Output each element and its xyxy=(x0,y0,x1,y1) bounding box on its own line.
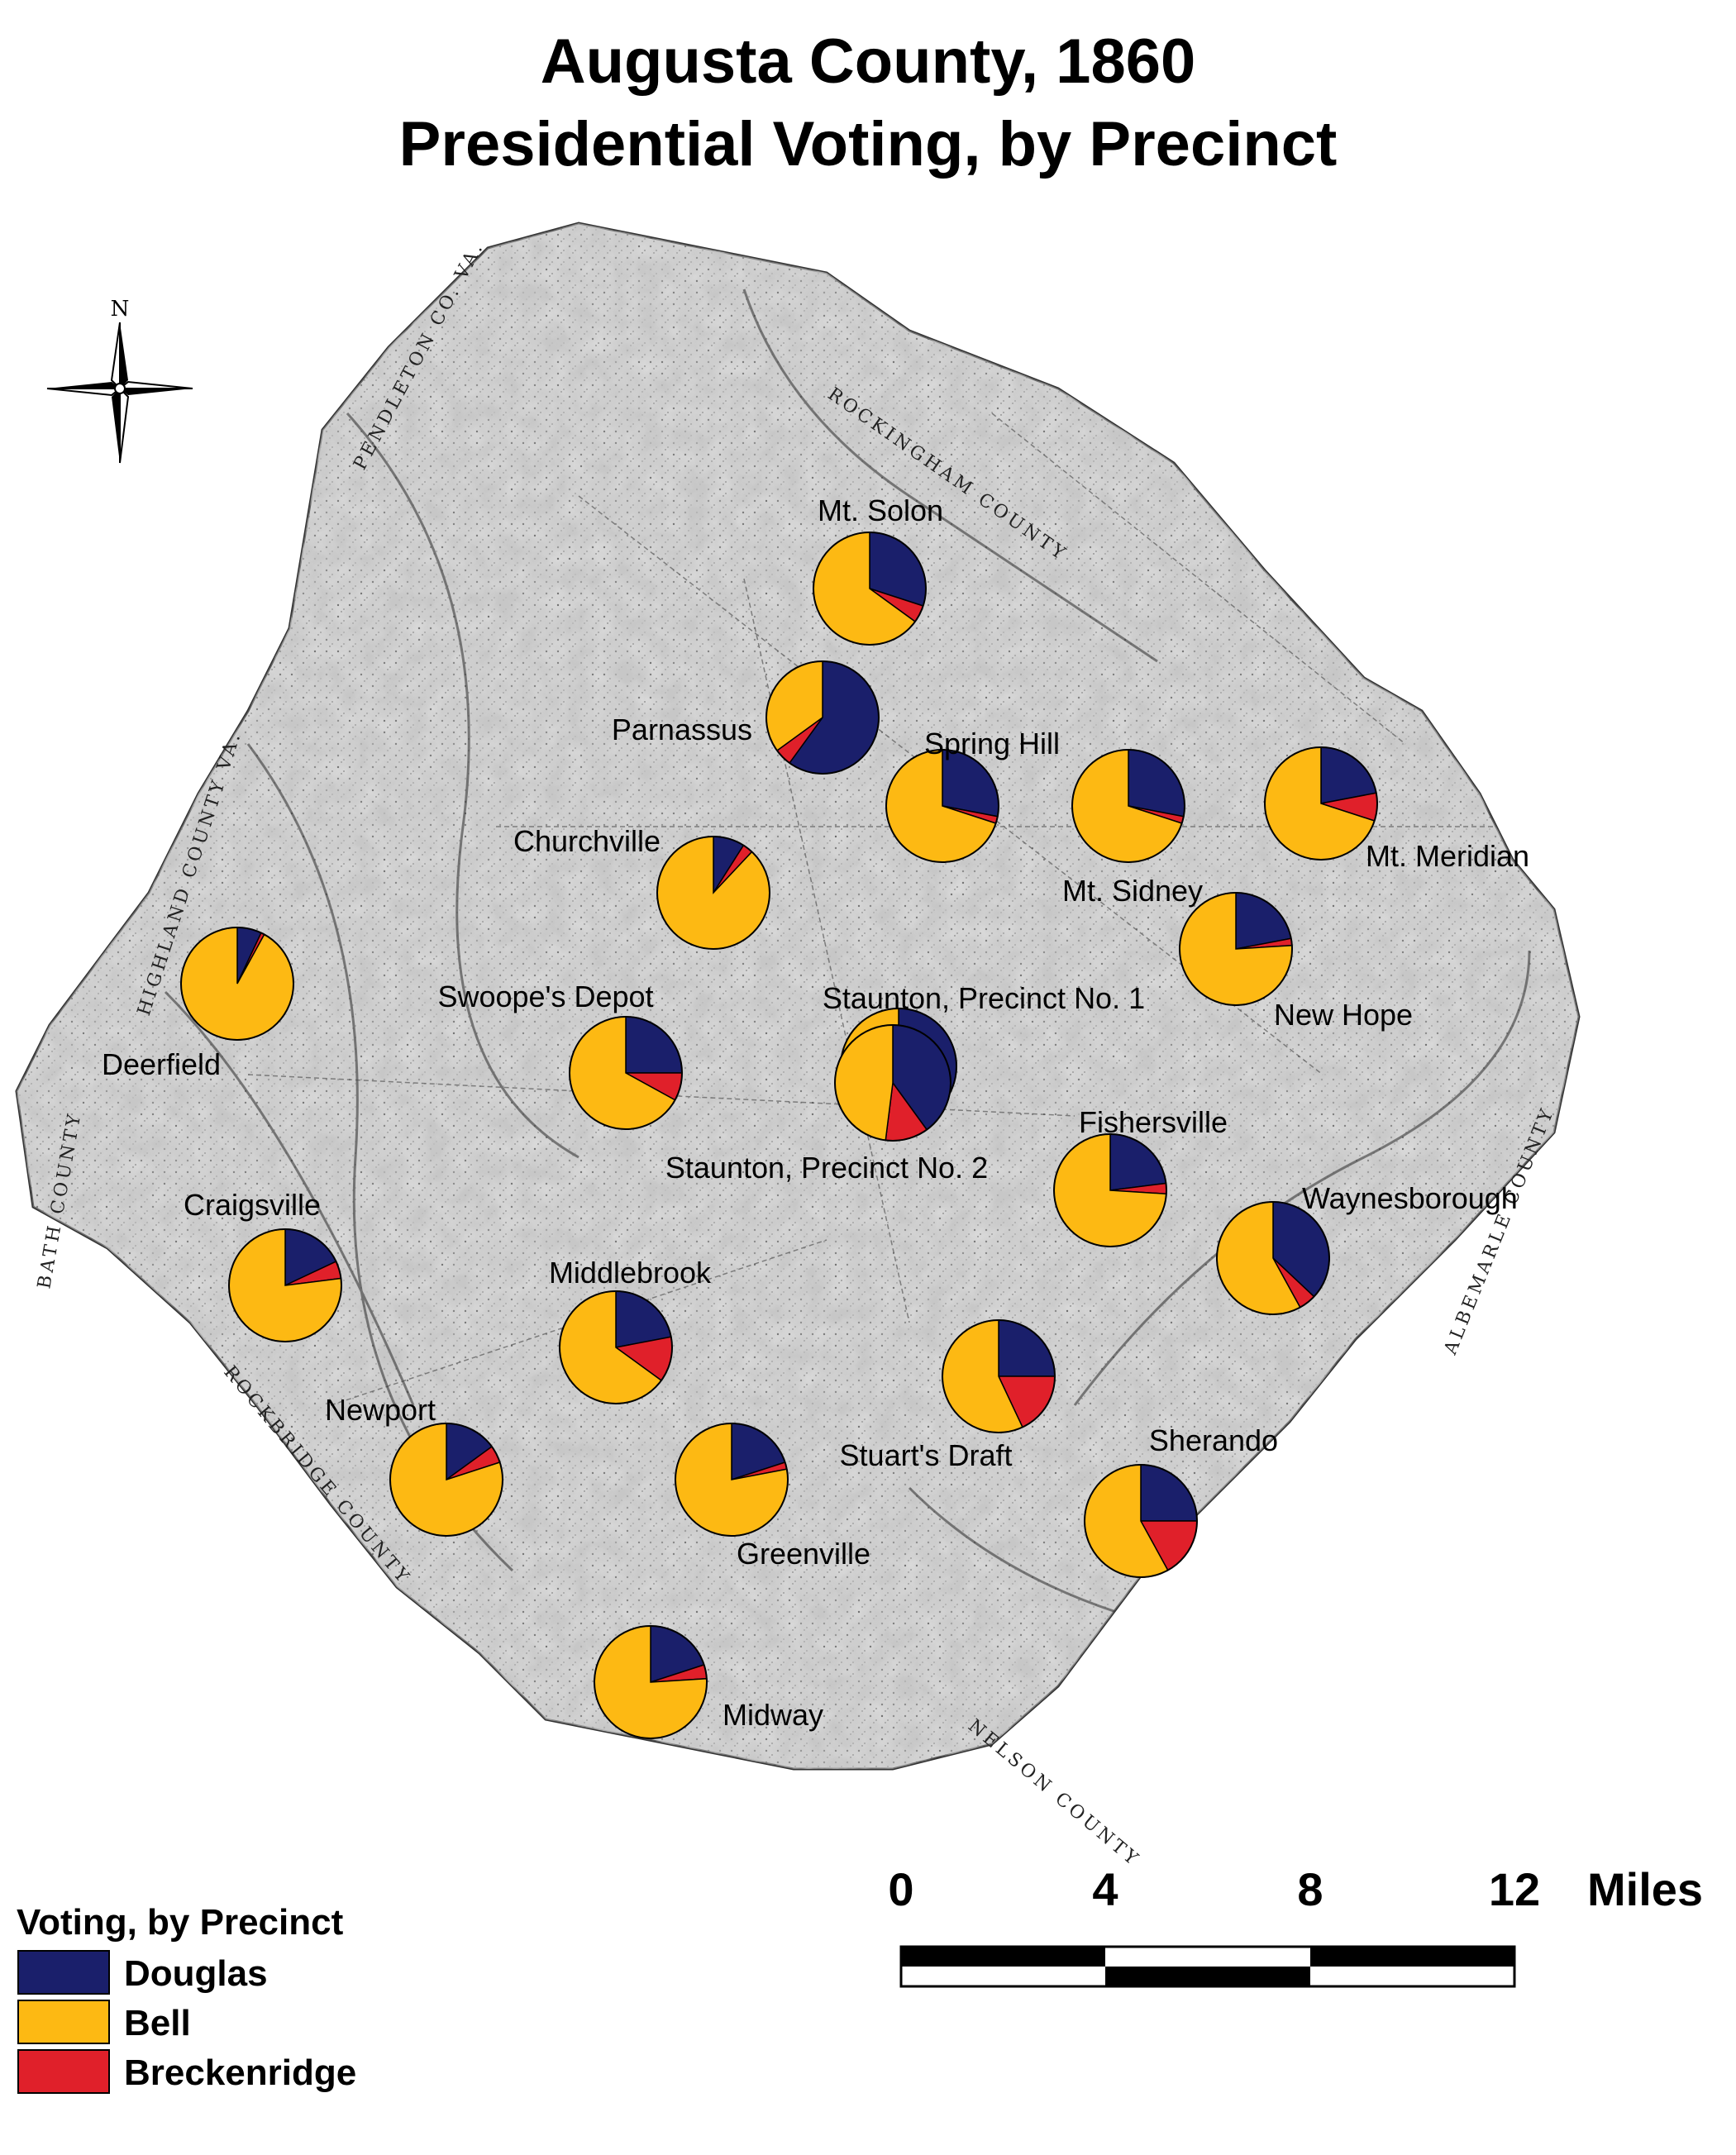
pie-outline xyxy=(228,1228,342,1342)
pie-outline xyxy=(1264,746,1378,861)
legend-swatch-breckenridge xyxy=(17,2049,110,2094)
precinct-pie-spring-hill: Spring Hill xyxy=(885,727,1060,863)
precinct-label-middlebrook: Middlebrook xyxy=(549,1256,712,1290)
legend-title: Voting, by Precinct xyxy=(17,1902,344,1943)
precinct-label-mt-sidney: Mt. Sidney xyxy=(1062,874,1203,908)
legend-swatch-douglas xyxy=(17,1950,110,1995)
pie-outline xyxy=(1053,1133,1167,1247)
precinct-pie-greenville: Greenville xyxy=(675,1423,870,1571)
precinct-label-parnassus: Parnassus xyxy=(612,713,752,746)
precinct-label-stuart-s-draft: Stuart's Draft xyxy=(840,1438,1013,1472)
precinct-pie-staunton-precinct-no-2: Staunton, Precinct No. 2 xyxy=(665,1024,988,1185)
pie-outline xyxy=(1071,749,1185,863)
precinct-pie-parnassus: Parnassus xyxy=(612,660,880,775)
scale-tick-4: 4 xyxy=(1092,1863,1118,1915)
precinct-label-deerfield: Deerfield xyxy=(102,1047,221,1081)
scale-tick-12: 12 xyxy=(1489,1863,1540,1915)
scale-bar: 0 4 8 12 Miles xyxy=(888,1863,1703,1988)
precinct-label-fishersville: Fishersville xyxy=(1079,1105,1228,1139)
precinct-label-new-hope: New Hope xyxy=(1274,998,1413,1032)
precinct-label-staunton-precinct-no-2: Staunton, Precinct No. 2 xyxy=(665,1151,988,1185)
pie-outline xyxy=(656,836,770,950)
pie-outline xyxy=(813,532,927,646)
scale-tick-0: 0 xyxy=(888,1863,913,1915)
precinct-label-churchville: Churchville xyxy=(513,824,661,858)
precinct-pie-churchville: Churchville xyxy=(513,824,770,950)
pie-outline xyxy=(675,1423,789,1537)
scale-segment xyxy=(1310,1947,1514,1967)
pie-outline xyxy=(834,1024,951,1142)
pie-outline xyxy=(942,1319,1056,1433)
pie-outline xyxy=(594,1625,708,1739)
precinct-pie-waynesborough: Waynesborough xyxy=(1216,1181,1518,1315)
precinct-label-sherando: Sherando xyxy=(1149,1423,1278,1457)
precinct-pie-craigsville: Craigsville xyxy=(184,1188,342,1342)
pie-outline xyxy=(569,1016,683,1130)
pie-outline xyxy=(885,749,999,863)
scale-tick-8: 8 xyxy=(1297,1863,1323,1915)
precinct-pie-new-hope: New Hope xyxy=(1179,892,1413,1032)
map-title-line2: Presidential Voting, by Precinct xyxy=(399,109,1338,179)
pie-outline xyxy=(180,927,294,1041)
precinct-pie-newport: Newport xyxy=(325,1393,503,1537)
nelson-county-label: NELSON COUNTY xyxy=(964,1715,1144,1871)
pie-outline xyxy=(559,1290,673,1404)
precinct-pie-mt-sidney: Mt. Sidney xyxy=(1062,749,1203,908)
pie-outline xyxy=(1216,1201,1330,1315)
precinct-label-swoope-s-depot: Swoope's Depot xyxy=(437,980,653,1013)
precinct-pie-stuart-s-draft: Stuart's Draft xyxy=(840,1319,1056,1472)
precinct-pie-fishersville: Fishersville xyxy=(1053,1105,1228,1247)
precinct-pie-middlebrook: Middlebrook xyxy=(549,1256,712,1404)
scale-segment xyxy=(901,1947,1105,1967)
pie-outline xyxy=(1084,1464,1198,1578)
pie-outline xyxy=(1179,892,1293,1006)
pie-outline xyxy=(765,660,880,775)
legend-swatch-bell xyxy=(17,2000,110,2044)
precinct-pie-swoope-s-depot: Swoope's Depot xyxy=(437,980,683,1130)
precinct-label-mt-solon: Mt. Solon xyxy=(818,493,943,527)
precinct-label-staunton-precinct-no-1: Staunton, Precinct No. 1 xyxy=(823,981,1145,1015)
precinct-pie-sherando: Sherando xyxy=(1084,1423,1278,1578)
precinct-label-greenville: Greenville xyxy=(737,1537,870,1571)
precinct-pie-midway: Midway xyxy=(594,1625,823,1739)
precinct-pie-mt-solon: Mt. Solon xyxy=(813,493,943,646)
precinct-label-spring-hill: Spring Hill xyxy=(924,727,1060,760)
precinct-pies: Mt. Solon Parnassus Spring Hill Mt. Sidney M… xyxy=(102,493,1529,1739)
legend-label-bell: Bell xyxy=(124,2003,191,2043)
pie-outline xyxy=(389,1423,503,1537)
legend-label-breckenridge: Breckenridge xyxy=(124,2052,356,2093)
precinct-label-mt-meridian: Mt. Meridian xyxy=(1366,839,1529,873)
scale-segment xyxy=(1105,1967,1310,1986)
precinct-pie-deerfield: Deerfield xyxy=(102,927,294,1081)
precinct-label-waynesborough: Waynesborough xyxy=(1302,1181,1518,1215)
north-arrow-compass-icon: N xyxy=(46,297,193,464)
precinct-label-newport: Newport xyxy=(325,1393,436,1427)
legend: Voting, by Precinct Douglas Bell Brecken… xyxy=(17,1902,356,2094)
map-title-line1: Augusta County, 1860 xyxy=(541,26,1196,97)
precinct-pie-mt-meridian: Mt. Meridian xyxy=(1264,746,1529,873)
scale-unit-label: Miles xyxy=(1587,1863,1703,1915)
precinct-label-midway: Midway xyxy=(723,1698,823,1732)
compass-north-label: N xyxy=(111,297,130,322)
precinct-label-craigsville: Craigsville xyxy=(184,1188,321,1222)
legend-label-douglas: Douglas xyxy=(124,1953,268,1994)
